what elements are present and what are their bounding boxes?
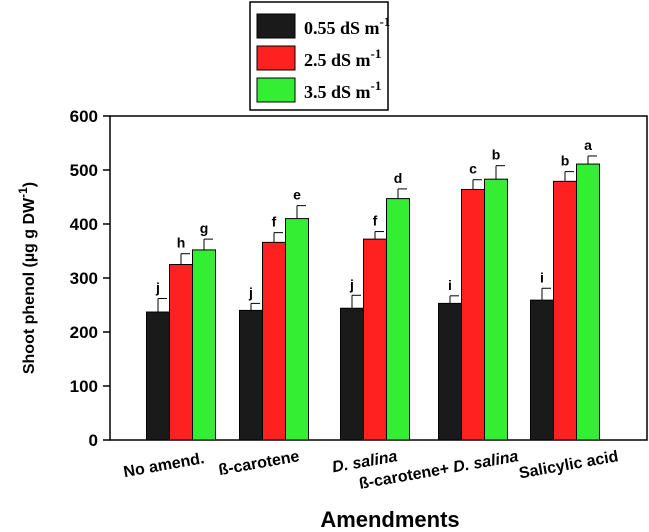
x-category-label: ß-carotene xyxy=(217,448,301,479)
legend-swatch xyxy=(256,77,296,103)
y-axis-title-text: Shoot phenol (µg g DW xyxy=(21,197,38,374)
significance-letter: d xyxy=(394,170,403,186)
y-tick-label: 400 xyxy=(70,215,98,234)
x-axis-title: Amendments xyxy=(320,507,459,532)
bar xyxy=(239,309,263,441)
significance-letter: j xyxy=(155,280,160,296)
significance-letter: e xyxy=(293,187,301,203)
bar xyxy=(530,299,554,441)
bar xyxy=(438,302,462,441)
significance-letter: h xyxy=(177,235,186,251)
y-tick-label: 600 xyxy=(70,107,98,126)
legend-swatch xyxy=(256,45,296,71)
y-tick-label: 200 xyxy=(70,323,98,342)
bar xyxy=(169,264,193,441)
bar xyxy=(340,307,364,441)
error-bars-layer xyxy=(157,155,597,313)
legend-swatch xyxy=(256,13,296,39)
bar xyxy=(146,311,170,441)
significance-letter: i xyxy=(448,277,452,293)
y-axis: 0 100 200 300 400 500 600 xyxy=(70,107,110,450)
significance-letter: b xyxy=(561,153,570,169)
significance-letter: j xyxy=(248,284,253,300)
significance-letter: f xyxy=(373,213,378,229)
legend-label: 2.5 dS m-1 xyxy=(304,46,381,70)
y-axis-title-close: ) xyxy=(21,182,38,187)
significance-letter: i xyxy=(540,269,544,285)
significance-letter: f xyxy=(272,214,277,230)
bar xyxy=(576,163,600,441)
y-axis-title: Shoot phenol (µg g DW-1) xyxy=(16,182,38,374)
bar xyxy=(461,188,485,441)
x-axis: No amend. ß-carotene D. salinaß-carotene+ … xyxy=(122,448,620,493)
y-tick-label: 0 xyxy=(89,431,98,450)
bar xyxy=(386,198,410,441)
y-tick-label: 100 xyxy=(70,377,98,396)
bar xyxy=(262,241,286,441)
bars-layer xyxy=(146,163,600,441)
bar xyxy=(285,218,309,441)
bar xyxy=(363,238,387,441)
significance-letter: a xyxy=(584,137,592,153)
legend-label: 3.5 dS m-1 xyxy=(304,78,381,102)
x-category-label: Salicylic acid xyxy=(518,448,620,482)
bar xyxy=(192,249,216,441)
significance-letter: g xyxy=(200,220,209,236)
bar xyxy=(484,178,508,441)
y-axis-title-superscript: -1 xyxy=(16,187,30,198)
x-category-label: No amend. xyxy=(122,450,206,481)
significance-letter: b xyxy=(492,147,501,163)
bar xyxy=(553,180,577,441)
y-tick-label: 500 xyxy=(70,161,98,180)
legend: 0.55 dS m-1 2.5 dS m-1 3.5 dS m-1 xyxy=(249,1,390,111)
y-tick-label: 300 xyxy=(70,269,98,288)
legend-label: 0.55 dS m-1 xyxy=(304,14,390,38)
significance-letter: j xyxy=(349,276,354,292)
significance-letter: c xyxy=(469,161,477,177)
